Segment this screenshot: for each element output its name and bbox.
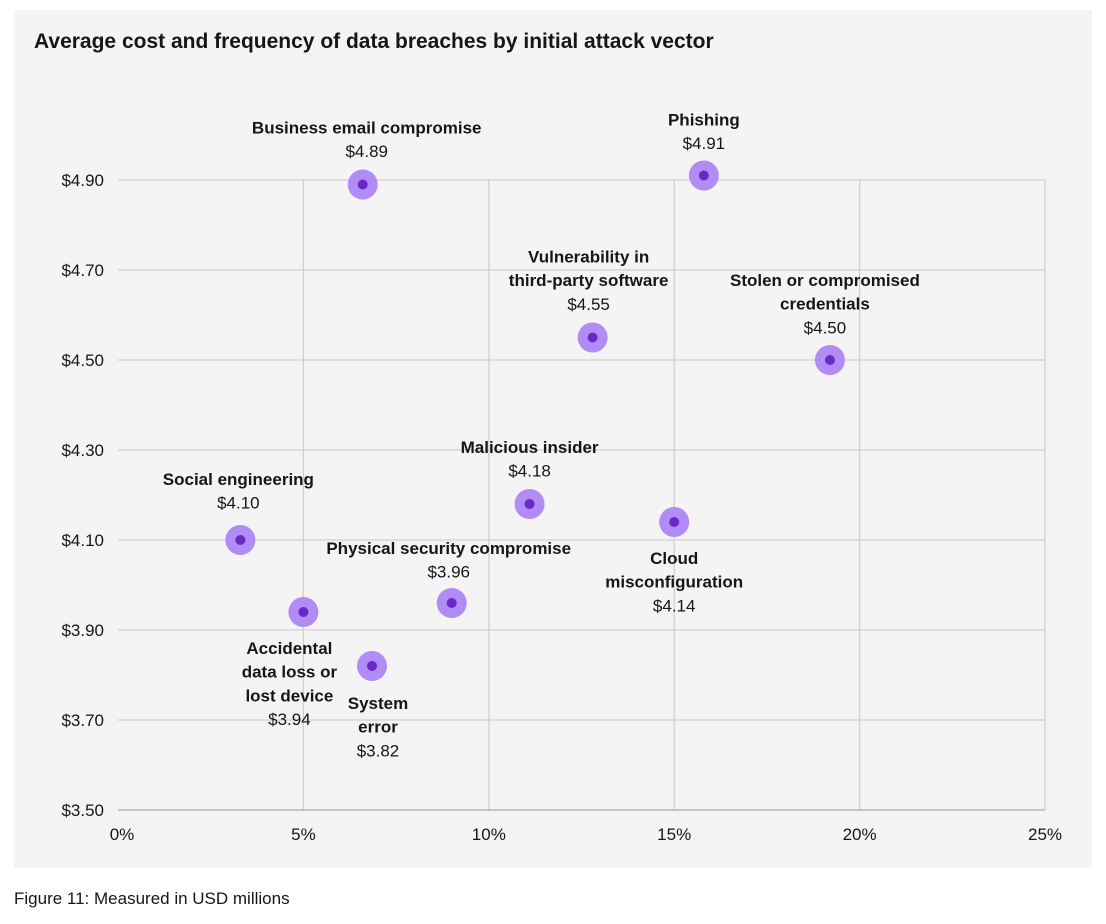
x-tick-label: 25% [1028, 825, 1062, 844]
point-value-label: $4.91 [683, 134, 726, 153]
data-point [524, 499, 535, 509]
point-name-label: Vulnerability in [528, 248, 649, 267]
point-value-label: $4.55 [567, 295, 610, 314]
point-name-label: Cloud [650, 549, 698, 568]
chart-title: Average cost and frequency of data breac… [34, 30, 714, 53]
data-point [587, 332, 598, 343]
point-name-label: data loss or [242, 663, 338, 682]
point-value-label: $3.94 [268, 710, 311, 729]
y-tick-label: $4.10 [61, 531, 104, 550]
y-tick-label: $4.30 [61, 441, 104, 460]
y-tick-label: $4.70 [61, 261, 104, 280]
point-value-label: $4.50 [804, 318, 847, 337]
point-name-label: third-party software [509, 271, 669, 290]
y-tick-label: $4.50 [61, 351, 104, 370]
data-point [698, 170, 709, 181]
y-tick-label: $3.90 [61, 621, 104, 640]
data-point [298, 607, 309, 617]
point-value-label: $4.18 [508, 462, 551, 481]
x-tick-label: 10% [472, 825, 506, 844]
point-value-label: $4.10 [217, 494, 260, 513]
point-value-label: $3.96 [427, 563, 470, 582]
point-name-label: misconfiguration [605, 573, 743, 592]
x-tick-label: 0% [110, 825, 135, 844]
y-tick-label: $3.70 [61, 711, 104, 730]
scatter-chart: 0% 5% 10% 15% 20% 25% $3.50 $3.70 $3.90 $4.10 $4.3… [61, 111, 1062, 845]
point-name-label: System [348, 694, 408, 713]
x-tick-label: 15% [657, 825, 691, 844]
y-tick-label: $4.90 [61, 171, 104, 190]
point-name-label: Malicious insider [461, 438, 599, 457]
point-name-label: Social engineering [163, 470, 314, 489]
point-name-label: Physical security compromise [326, 539, 571, 558]
data-point [366, 661, 377, 671]
data-point [446, 598, 457, 608]
point-name-label: Phishing [668, 111, 740, 130]
figure-caption: Figure 11: Measured in USD millions [14, 889, 290, 908]
y-tick-label: $3.50 [61, 801, 104, 820]
point-name-label: Accidental [246, 639, 332, 658]
point-name-label: credentials [780, 295, 870, 314]
chart-panel [14, 10, 1092, 868]
data-point [824, 355, 835, 365]
point-value-label: $4.14 [653, 596, 696, 615]
point-name-label: lost device [245, 686, 333, 705]
x-tick-label: 5% [291, 825, 316, 844]
data-point [357, 179, 368, 190]
data-point [235, 535, 246, 545]
point-value-label: $3.82 [357, 741, 400, 760]
point-name-label: Business email compromise [252, 119, 482, 138]
point-name-label: error [358, 718, 398, 737]
x-tick-label: 20% [843, 825, 877, 844]
data-point [669, 517, 680, 527]
point-name-label: Stolen or compromised [730, 271, 920, 290]
point-value-label: $4.89 [345, 142, 388, 161]
